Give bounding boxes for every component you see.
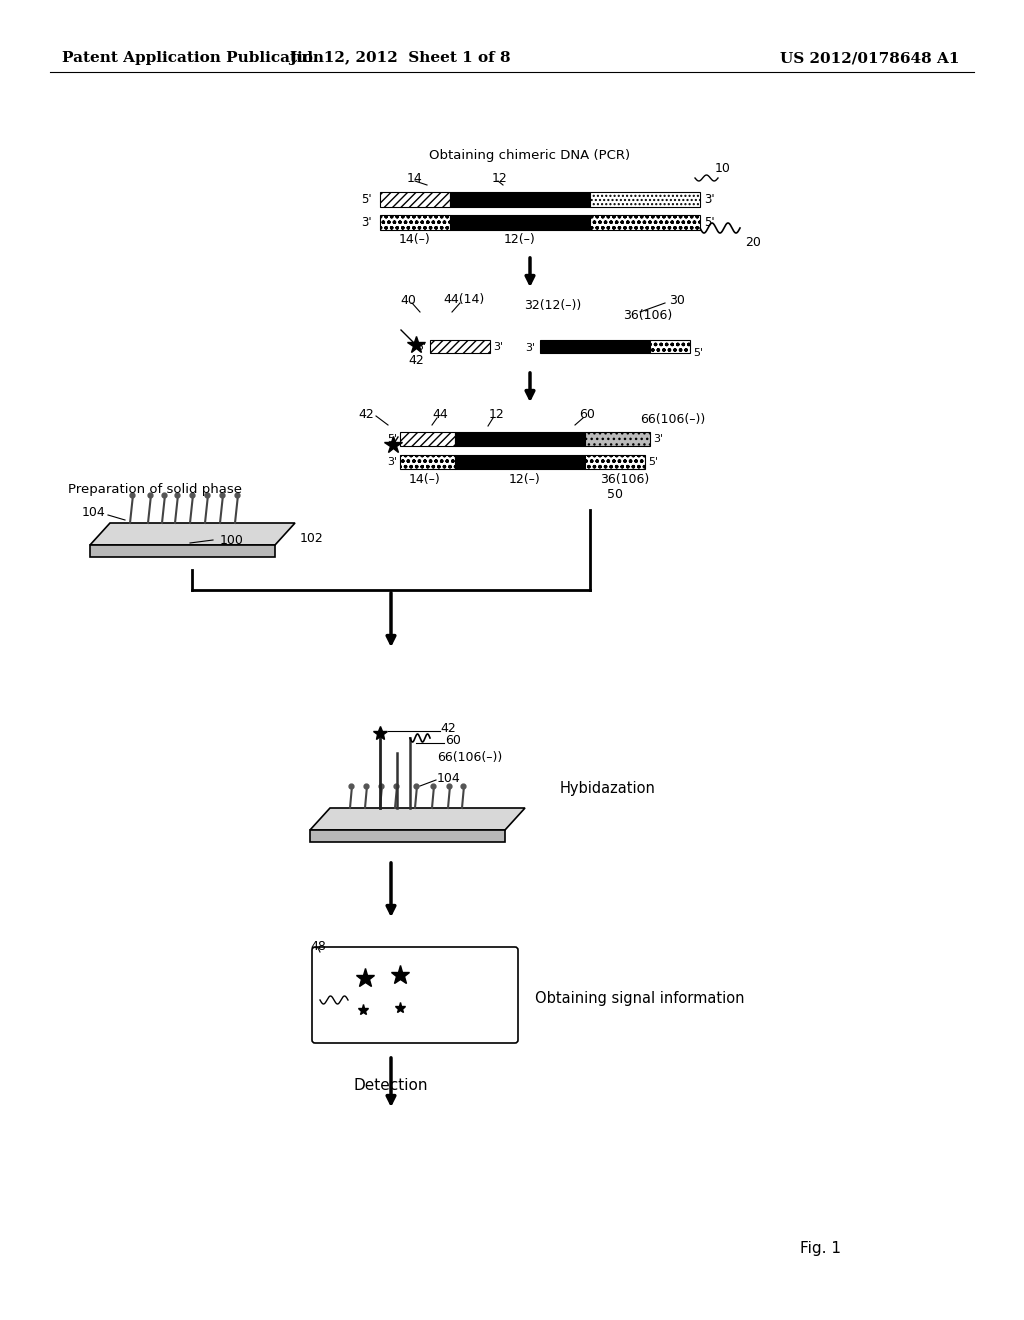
Text: 10: 10 — [715, 161, 731, 174]
Bar — [380, 191, 450, 207]
Bar — [650, 341, 690, 352]
Text: 60: 60 — [579, 408, 595, 421]
Bar — [400, 432, 455, 446]
Text: 14: 14 — [408, 172, 423, 185]
Text: 66(106(–)): 66(106(–)) — [437, 751, 502, 764]
Text: 42: 42 — [358, 408, 374, 421]
Text: 3': 3' — [361, 216, 372, 228]
Text: 5': 5' — [705, 216, 715, 228]
Text: 40: 40 — [400, 293, 416, 306]
Text: US 2012/0178648 A1: US 2012/0178648 A1 — [780, 51, 959, 65]
Text: 3': 3' — [493, 342, 503, 351]
Text: 50: 50 — [607, 488, 623, 502]
Polygon shape — [90, 545, 275, 557]
Text: 102: 102 — [300, 532, 324, 545]
Text: Patent Application Publication: Patent Application Publication — [62, 51, 324, 65]
Polygon shape — [310, 830, 505, 842]
Text: 5': 5' — [416, 342, 426, 351]
Text: Obtaining chimeric DNA (PCR): Obtaining chimeric DNA (PCR) — [429, 149, 631, 161]
Text: 36(106): 36(106) — [623, 309, 672, 322]
Text: 5': 5' — [648, 457, 658, 467]
Text: 12: 12 — [489, 408, 505, 421]
Text: 14(–): 14(–) — [399, 234, 431, 247]
Text: 5': 5' — [387, 434, 397, 444]
Bar — [450, 215, 590, 230]
Bar — [455, 432, 585, 446]
Bar — [430, 341, 490, 352]
Text: 5': 5' — [361, 193, 372, 206]
Polygon shape — [90, 523, 295, 545]
Bar — [585, 432, 650, 446]
Text: 3': 3' — [653, 434, 664, 444]
Text: Detection: Detection — [353, 1077, 428, 1093]
Text: 48: 48 — [310, 940, 326, 953]
Text: Hybidazation: Hybidazation — [560, 781, 656, 796]
Text: 14(–): 14(–) — [410, 474, 441, 487]
Bar — [590, 191, 700, 207]
Text: Fig. 1: Fig. 1 — [800, 1241, 841, 1255]
FancyBboxPatch shape — [312, 946, 518, 1043]
Text: 100: 100 — [220, 533, 244, 546]
Text: 44(14): 44(14) — [443, 293, 484, 306]
Text: 12(–): 12(–) — [509, 474, 541, 487]
Text: 12: 12 — [493, 172, 508, 185]
Text: 42: 42 — [440, 722, 456, 734]
Text: 104: 104 — [437, 771, 461, 784]
Bar — [450, 191, 590, 207]
Text: 32(12(–)): 32(12(–)) — [524, 298, 582, 312]
Text: Preparation of solid phase: Preparation of solid phase — [68, 483, 242, 496]
Text: 30: 30 — [669, 293, 685, 306]
Bar — [455, 455, 585, 469]
Text: 104: 104 — [81, 507, 105, 520]
Text: 5': 5' — [693, 348, 703, 358]
Text: 20: 20 — [745, 235, 761, 248]
Text: 36(106): 36(106) — [600, 474, 649, 487]
Polygon shape — [310, 808, 525, 830]
Text: 3': 3' — [525, 343, 535, 352]
Text: 60: 60 — [445, 734, 461, 747]
Text: Obtaining signal information: Obtaining signal information — [535, 990, 744, 1006]
Bar — [400, 455, 455, 469]
Text: 42: 42 — [409, 355, 424, 367]
Bar — [540, 341, 650, 352]
Bar — [380, 215, 450, 230]
Text: 66(106(–)): 66(106(–)) — [640, 413, 706, 426]
Text: 12(–): 12(–) — [504, 234, 536, 247]
Bar — [585, 455, 645, 469]
Text: 3': 3' — [387, 457, 397, 467]
Bar — [590, 215, 700, 230]
Text: 3': 3' — [705, 193, 715, 206]
Text: 44: 44 — [432, 408, 447, 421]
Text: Jul. 12, 2012  Sheet 1 of 8: Jul. 12, 2012 Sheet 1 of 8 — [289, 51, 511, 65]
